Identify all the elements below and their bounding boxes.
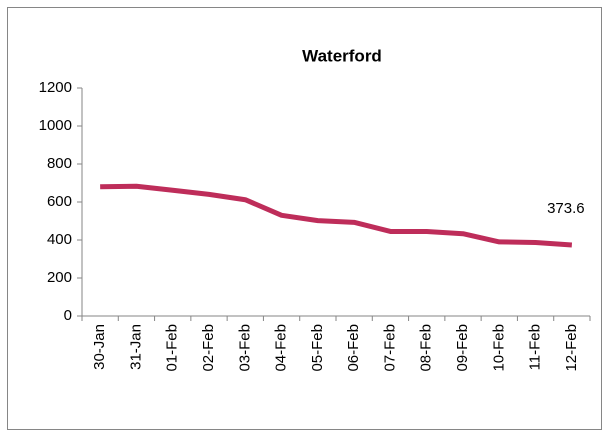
data-label: 373.6 (547, 200, 585, 217)
y-tick-label: 600 (47, 193, 72, 210)
x-tick-label: 07-Feb (381, 324, 398, 372)
y-tick-label: 800 (47, 155, 72, 172)
x-tick-label: 10-Feb (490, 324, 507, 372)
y-tick-label: 200 (47, 269, 72, 286)
x-tick-label: 08-Feb (418, 324, 435, 372)
x-tick-label: 02-Feb (200, 324, 217, 372)
x-tick-label: 30-Jan (91, 324, 108, 370)
x-tick-label: 01-Feb (164, 324, 181, 372)
chart-title: Waterford (302, 46, 382, 65)
x-tick-label: 11-Feb (527, 324, 544, 370)
y-tick-label: 400 (47, 231, 72, 248)
x-tick-label: 03-Feb (236, 324, 253, 372)
y-tick-label: 1000 (39, 117, 72, 134)
y-tick-label: 0 (64, 307, 72, 324)
x-tick-label: 04-Feb (273, 324, 290, 372)
data-line (100, 183, 573, 248)
x-tick-label: 06-Feb (345, 324, 362, 372)
y-tick-label: 1200 (39, 79, 72, 96)
x-tick-label: 05-Feb (309, 324, 326, 372)
x-tick-label: 12-Feb (563, 324, 580, 372)
x-tick-label: 31-Jan (127, 324, 144, 370)
x-tick-label: 09-Feb (454, 324, 471, 372)
